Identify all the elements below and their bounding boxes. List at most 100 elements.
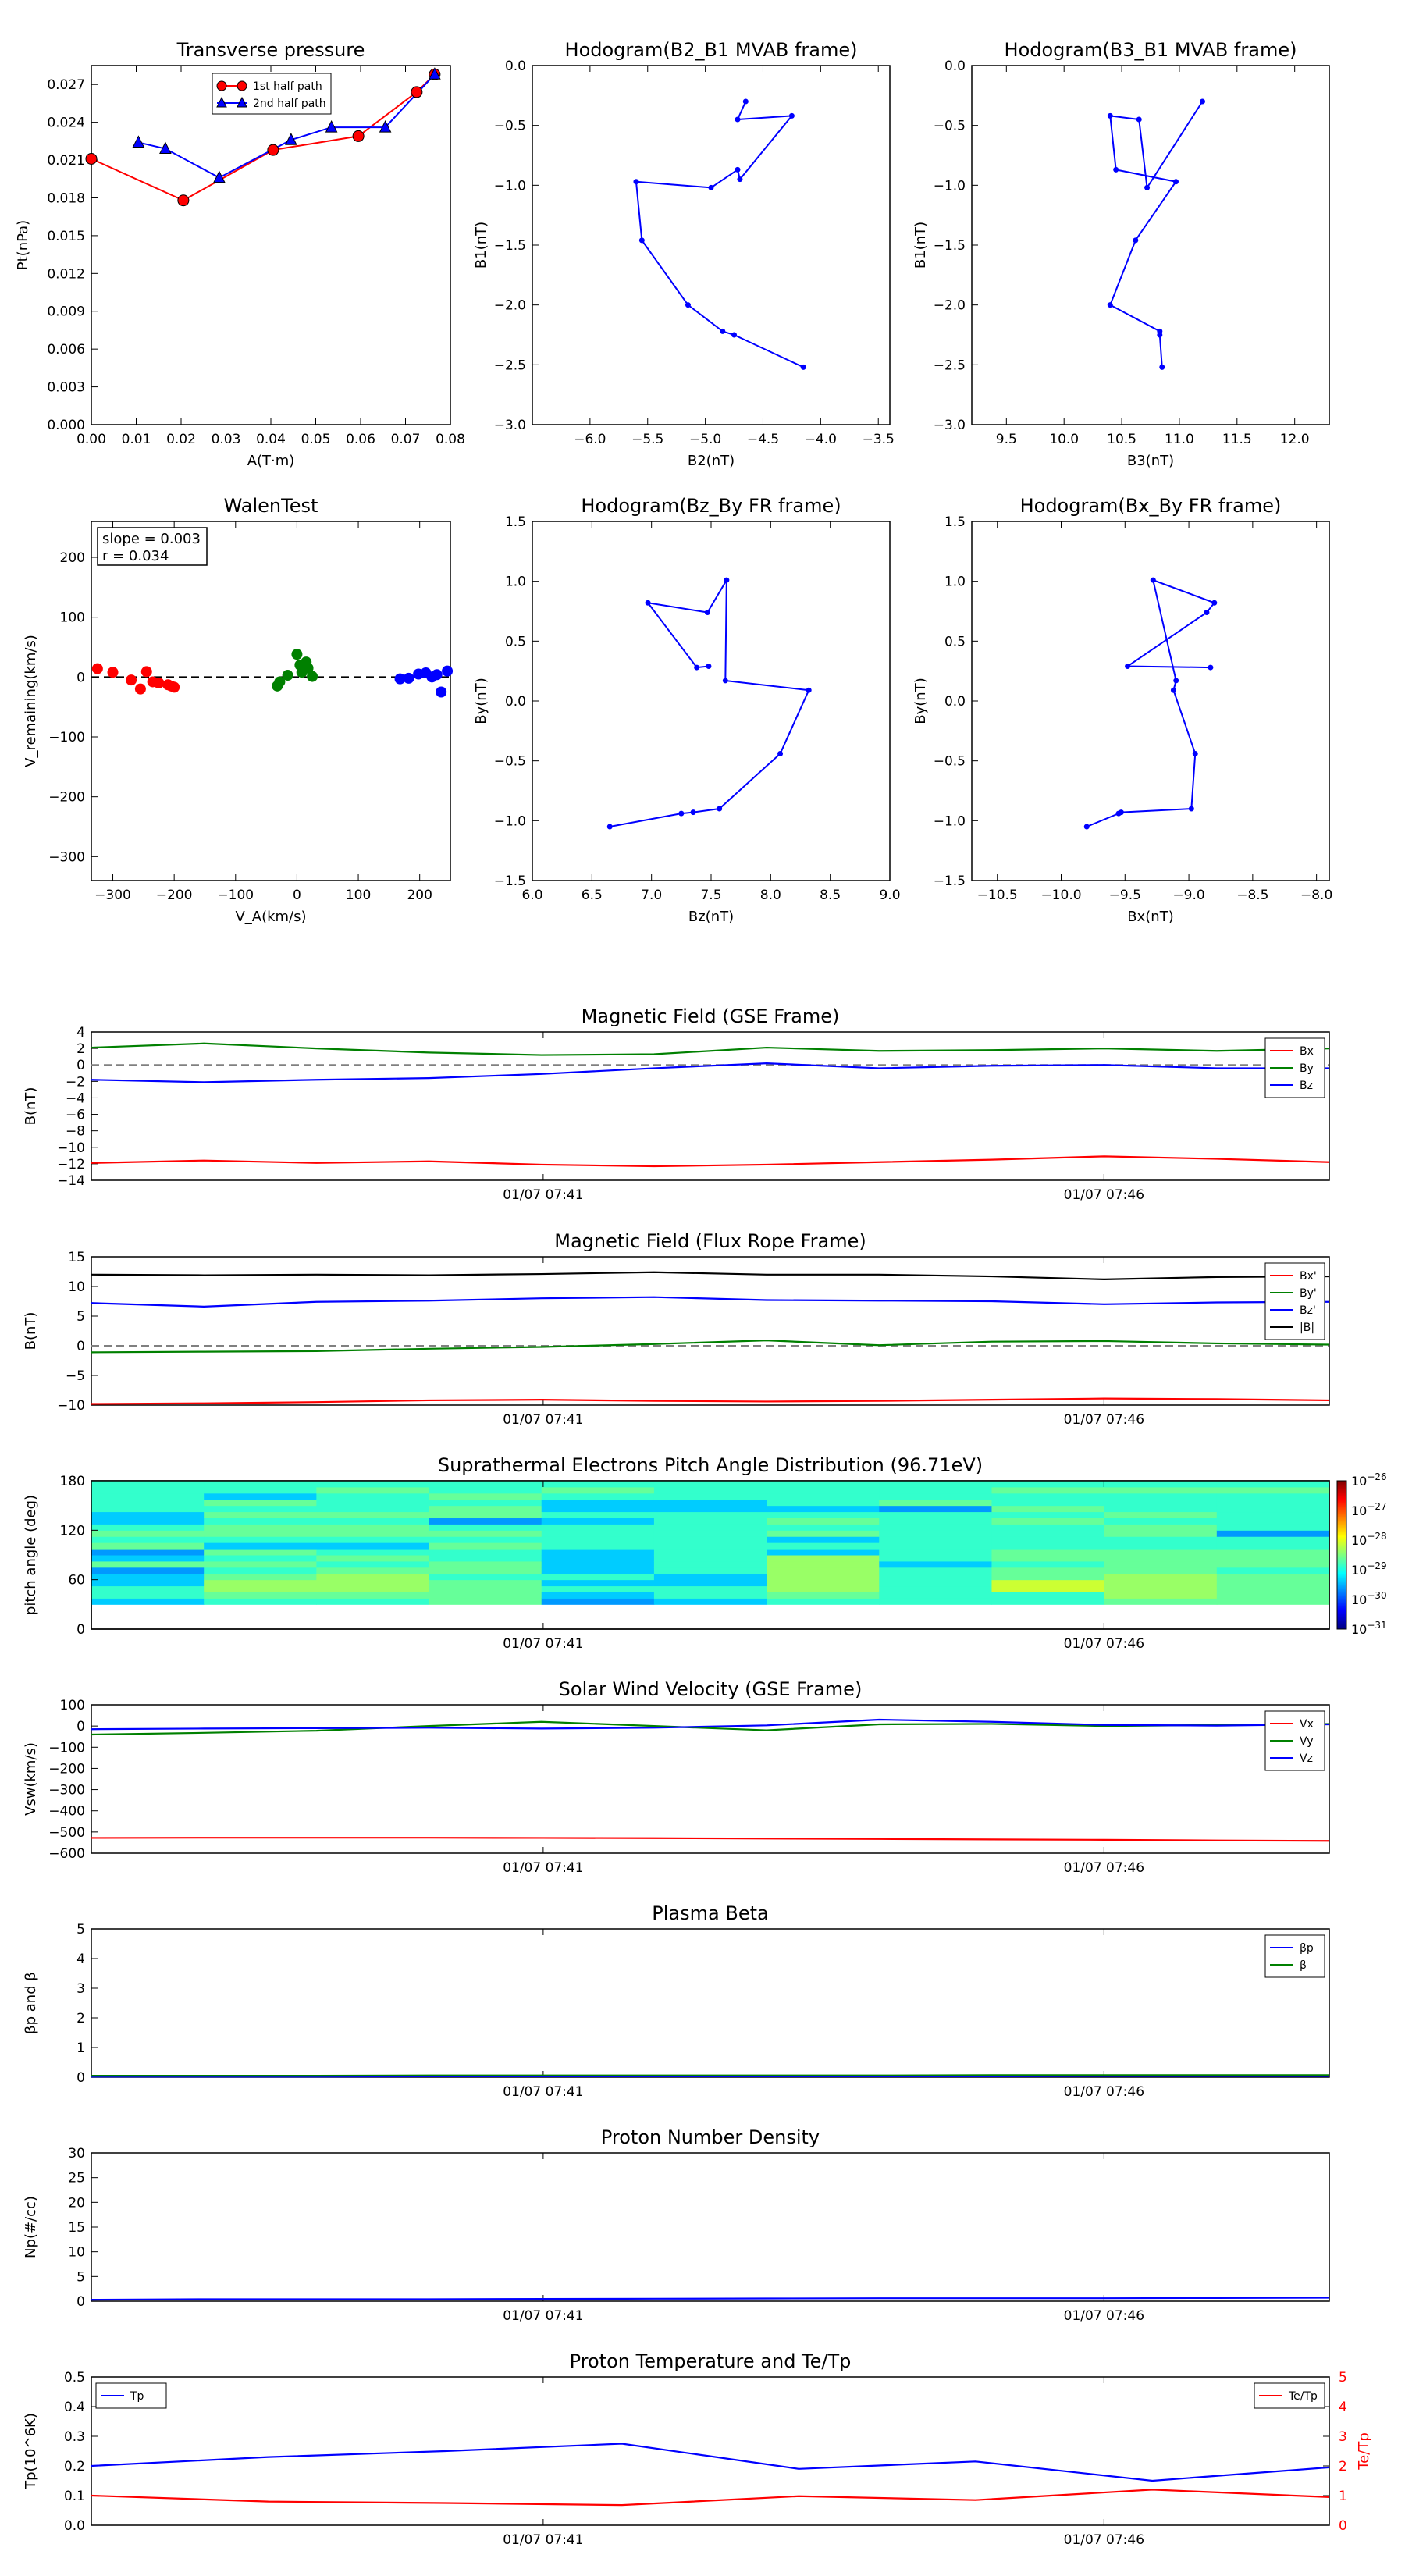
heatmap-cell (316, 1511, 430, 1518)
heatmap-cell (1104, 1517, 1218, 1525)
heatmap-cell (429, 1573, 542, 1581)
heatmap-cell (541, 1585, 655, 1592)
heatmap-cell (879, 1536, 992, 1543)
heatmap-cell (991, 1560, 1105, 1568)
y-tick-label: 4 (1339, 2400, 1347, 2415)
heatmap-cell (991, 1499, 1105, 1507)
heatmap-cell (541, 1524, 655, 1531)
heatmap-cell (879, 1524, 992, 1531)
chart-title: Solar Wind Velocity (GSE Frame) (559, 1678, 863, 1700)
heatmap-cell (767, 1511, 880, 1518)
y-tick-label: −2 (66, 1074, 85, 1090)
heatmap-cell (91, 1493, 205, 1500)
heatmap-cell (1216, 1585, 1330, 1592)
x-tick-label: 0.04 (256, 432, 286, 447)
colorbar-tick-exponent: −28 (1367, 1531, 1386, 1542)
chart-title: Hodogram(Bx_By FR frame) (1020, 495, 1282, 517)
y-axis-label: Tp(10^6K) (23, 2413, 39, 2490)
data-point (285, 133, 297, 145)
legend-label: Te/Tp (1288, 2390, 1318, 2403)
heatmap-cell (653, 1560, 767, 1568)
y-axis-label: βp and β (23, 1972, 39, 2034)
y-tick-label: −500 (48, 1825, 85, 1841)
heatmap-cell (204, 1579, 317, 1587)
heatmap-cell (879, 1585, 992, 1592)
legend-label: |B| (1300, 1322, 1314, 1334)
heatmap-cell (1104, 1560, 1218, 1568)
y-tick-label: 0.024 (47, 116, 85, 131)
x-tick-label: −200 (156, 888, 193, 903)
chart-solar-wind: Solar Wind Velocity (GSE Frame) 100 0 −100 −… (23, 1678, 1330, 1876)
y-tick-label: 120 (60, 1523, 85, 1539)
chart-proton-density: Proton Number Density 30 25 20 15 10 5 0 Np(#/cc… (23, 2126, 1330, 2324)
y-tick-label: 0.0 (64, 2518, 85, 2534)
data-point (724, 577, 730, 583)
heatmap-cell (429, 1579, 542, 1587)
y-tick-label: −0.5 (494, 754, 526, 770)
chart-title: Proton Number Density (601, 2126, 820, 2148)
heatmap-cell (653, 1517, 767, 1525)
annotation-box (97, 527, 208, 566)
y-tick-label: 20 (68, 2195, 85, 2211)
y-tick-label: −8 (66, 1124, 85, 1140)
heatmap-cell (879, 1499, 992, 1507)
data-point (379, 119, 392, 133)
y-tick-label: −2.0 (934, 298, 966, 314)
heatmap-cell (1216, 1598, 1330, 1605)
heatmap-cell (541, 1481, 655, 1488)
data-point (325, 119, 338, 133)
heatmap-cell (991, 1511, 1105, 1518)
y-tick-label: 180 (60, 1474, 85, 1489)
y-tick-label: 10 (68, 2245, 85, 2261)
legend-marker (216, 96, 227, 108)
heatmap-cell (316, 1555, 430, 1562)
y-tick-label: 5 (1339, 2370, 1347, 2386)
heatmap-cell (991, 1517, 1105, 1525)
chart-plasma-beta: Plasma Beta 5 4 3 2 1 0 βp and β 01/07 07:41 01/0… (23, 1902, 1330, 2100)
series-line (91, 2489, 1330, 2507)
heatmap-cell (653, 1579, 767, 1587)
heatmap-cell (1104, 1592, 1218, 1599)
heatmap-cell (991, 1536, 1105, 1543)
x-tick-label: 12.0 (1280, 432, 1310, 447)
data-point (708, 184, 714, 190)
y-tick-label: 1.5 (505, 514, 526, 530)
heatmap-cell (879, 1481, 992, 1488)
y-tick-label: −2.5 (934, 358, 966, 373)
chart-title: Hodogram(Bz_By FR frame) (581, 495, 841, 517)
heatmap-cell (991, 1524, 1105, 1531)
heatmap-cell (541, 1542, 655, 1550)
y-tick-label: 5 (76, 2269, 85, 2285)
data-point (394, 673, 406, 685)
heatmap-cell (91, 1481, 205, 1488)
heatmap-cell (1104, 1598, 1218, 1605)
heatmap-cell (991, 1585, 1105, 1592)
colorbar-tick-exponent: −26 (1367, 1471, 1386, 1482)
heatmap-cell (1104, 1555, 1218, 1562)
heatmap-cell (204, 1517, 317, 1525)
heatmap-cell (767, 1517, 880, 1525)
heatmap-cell (879, 1542, 992, 1550)
series-line (91, 1837, 1330, 1842)
heatmap-cell (1216, 1549, 1330, 1556)
y-tick-label: 4 (76, 1025, 85, 1041)
y-axis-label: Vsw(km/s) (23, 1742, 39, 1816)
x-tick-label: 8.5 (820, 888, 841, 903)
heatmap-cell (429, 1555, 542, 1562)
y-tick-label: 0 (1339, 2518, 1347, 2534)
heatmap-cell (316, 1585, 430, 1592)
x-tick-label: −5.0 (689, 432, 721, 447)
y-tick-label: −1.5 (934, 238, 966, 254)
legend-label: Bx (1300, 1045, 1314, 1058)
x-tick-label: 7.0 (641, 888, 662, 903)
heatmap-cell (653, 1499, 767, 1507)
y-tick-label: −0.5 (494, 119, 526, 134)
x-tick-label: 0.07 (391, 432, 421, 447)
heatmap-cell (767, 1555, 880, 1562)
legend-label: By (1300, 1062, 1314, 1075)
data-point (722, 678, 728, 684)
data-point (436, 686, 447, 698)
chart-title: Magnetic Field (GSE Frame) (582, 1005, 840, 1027)
chart-pad: Suprathermal Electrons Pitch Angle Distr… (23, 1454, 1387, 1652)
